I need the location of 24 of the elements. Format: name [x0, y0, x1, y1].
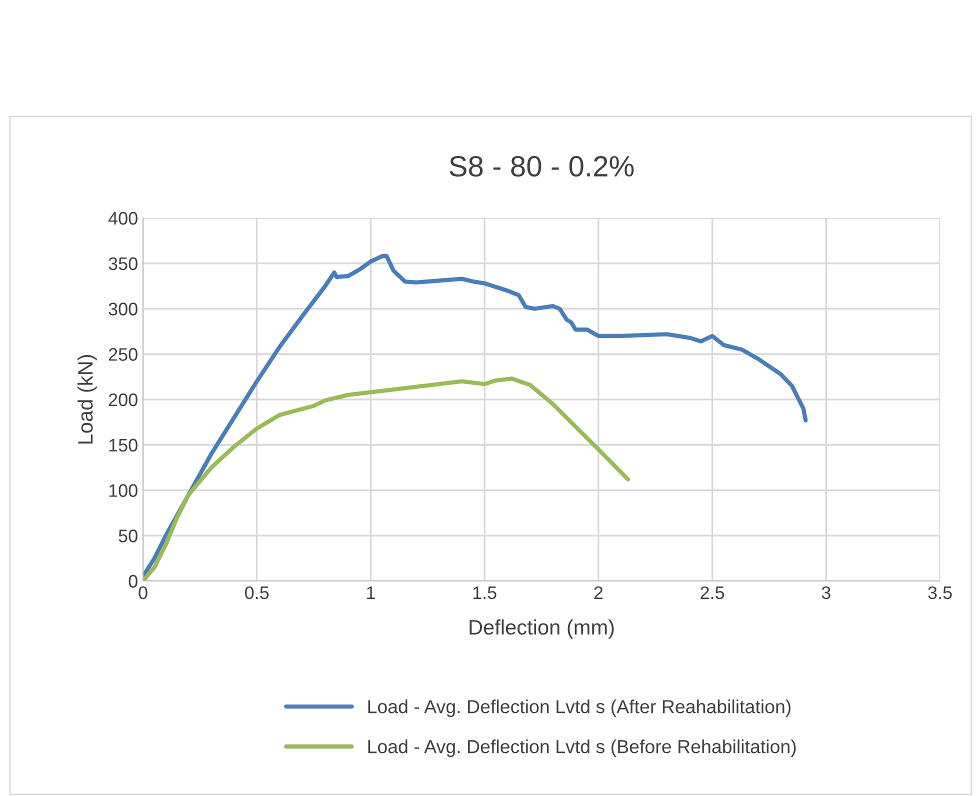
y-axis-title: Load (kN): [77, 355, 97, 444]
x-axis-title: Deflection (mm): [470, 619, 614, 639]
x-tick-label: 0.5: [245, 586, 269, 600]
x-tick-label: 1: [367, 586, 375, 599]
x-tick-label: 2.5: [700, 586, 724, 600]
x-tick-label: 1.5: [473, 586, 496, 600]
line-series: [143, 254, 808, 579]
x-tick-label: 3: [822, 586, 830, 600]
y-tick-label: 250: [108, 348, 138, 361]
y-tick-label: 300: [108, 302, 138, 316]
y-tick-label: 400: [108, 212, 138, 225]
legend-label: Load - Avg. Deflection Lvtd s (After Reahabilitation): [368, 700, 791, 717]
y-tick-label: 150: [109, 438, 138, 452]
y-tick-label: 200: [108, 393, 138, 406]
y-tick-label: 100: [109, 484, 138, 497]
x-tick-label: 2: [594, 586, 603, 599]
y-tick-label: 50: [118, 530, 138, 542]
legend-label: Load - Avg. Deflection Lvtd s (Before Rehabilitation): [368, 739, 796, 757]
y-tick-label: 350: [108, 257, 138, 270]
chart-title: S8 - 80 - 0.2%: [450, 156, 634, 177]
line-series: [143, 376, 630, 581]
y-tick-label: 0: [128, 574, 138, 588]
x-tick-label: 0: [138, 586, 148, 600]
x-tick-label: 3.5: [928, 586, 952, 600]
